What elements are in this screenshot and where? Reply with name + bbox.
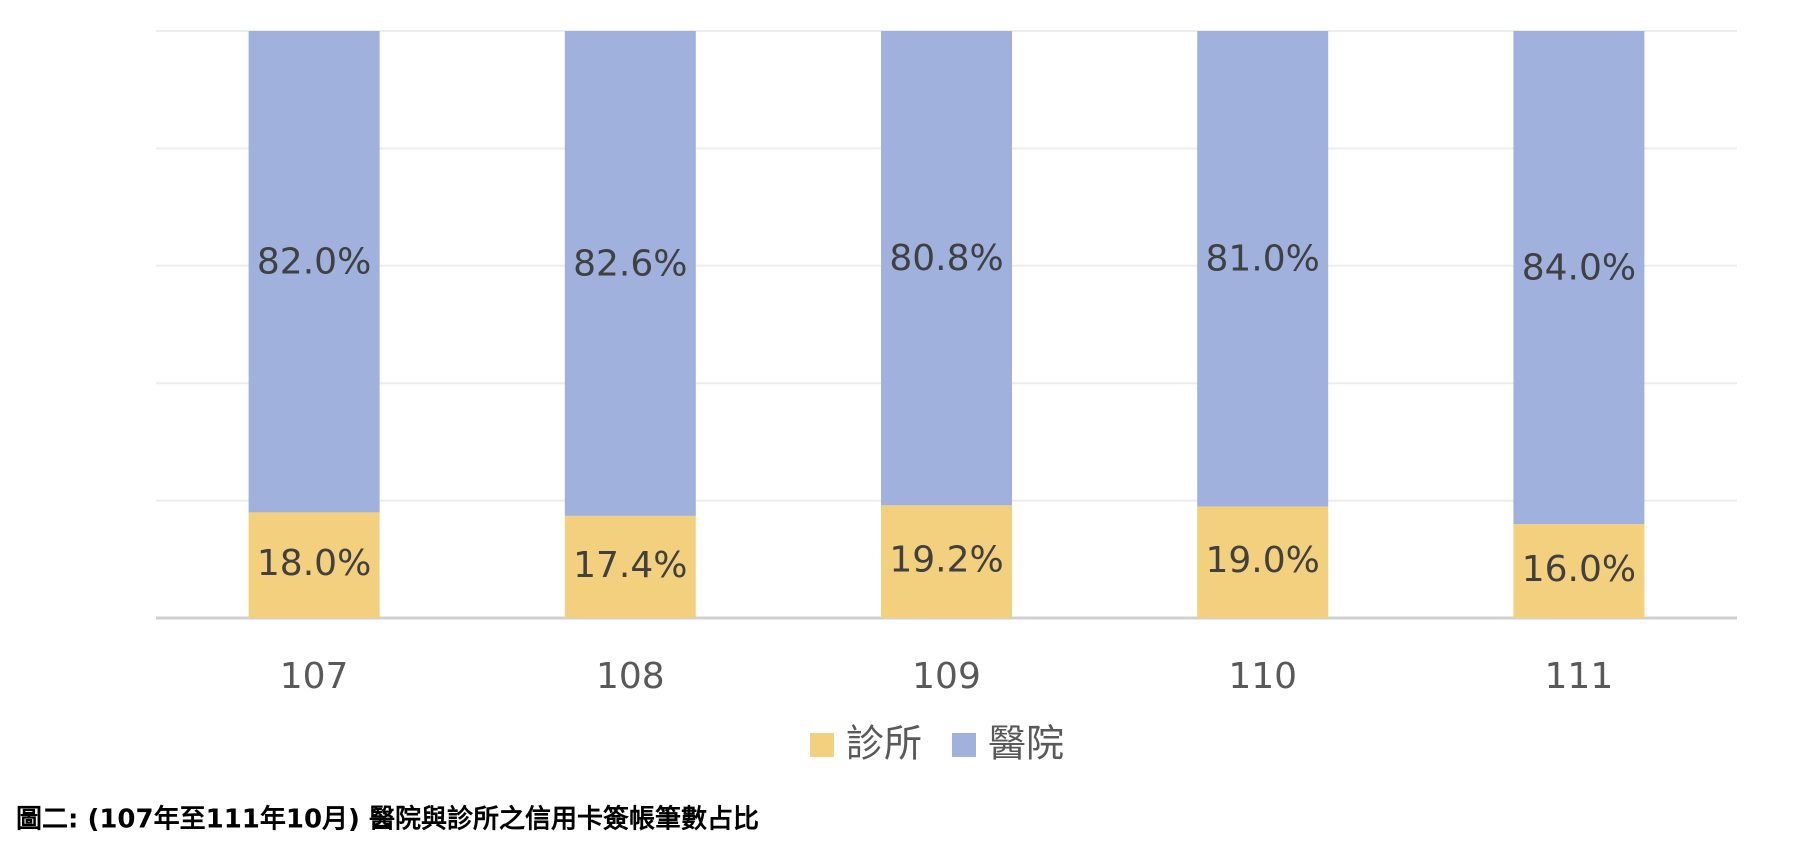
data-label: 18.0% [257, 543, 371, 584]
caption: 圖二: (107年至111年10月) 醫院與診所之信用卡簽帳筆數占比 [16, 804, 759, 835]
bar-segment [564, 31, 696, 516]
data-label: 17.4% [573, 545, 687, 586]
data-label: 16.0% [1522, 549, 1636, 590]
legend-swatch [810, 733, 834, 757]
legend-swatch [952, 733, 977, 757]
legend-label: 診所 [846, 722, 922, 766]
bar-segment [1513, 524, 1645, 618]
bar-segment [248, 31, 380, 513]
bar-segment [248, 512, 380, 618]
data-label: 82.6% [573, 243, 687, 284]
data-label: 19.0% [1206, 540, 1320, 581]
bar-segment [564, 515, 696, 618]
bar-segment [881, 505, 1012, 618]
bar-segment [1197, 506, 1329, 618]
x-tick-label: 107 [280, 656, 349, 697]
data-label: 84.0% [1522, 248, 1636, 289]
data-label: 80.8% [889, 238, 1003, 279]
x-tick-label: 108 [596, 656, 665, 697]
bar-segment [881, 31, 1012, 506]
x-tick-label: 110 [1228, 656, 1297, 697]
bar-segment [1197, 31, 1329, 507]
x-tick-label: 109 [912, 656, 981, 697]
legend-label: 醫院 [988, 722, 1064, 766]
data-label: 81.0% [1206, 239, 1320, 280]
bar-segment [1513, 31, 1645, 525]
x-tick-label: 111 [1545, 656, 1614, 697]
data-label: 82.0% [257, 242, 371, 283]
data-label: 19.2% [889, 540, 1003, 581]
